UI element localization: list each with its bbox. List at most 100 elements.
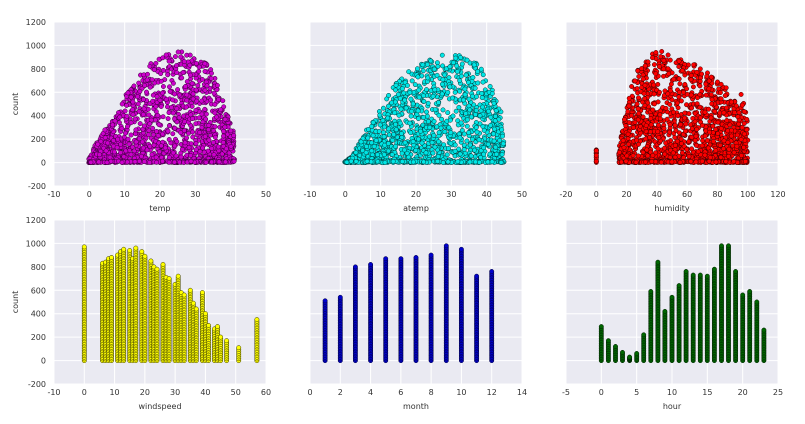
data-point — [723, 159, 729, 164]
data-point — [448, 140, 454, 146]
data-point — [485, 159, 491, 165]
x-axis-label: atemp — [403, 204, 429, 213]
data-point — [175, 49, 181, 55]
data-point — [167, 84, 172, 90]
data-point — [452, 89, 458, 95]
data-point — [231, 133, 237, 138]
data-point — [690, 84, 696, 90]
data-point — [688, 92, 694, 98]
data-point — [418, 128, 424, 134]
y-axis-label: count — [11, 93, 20, 116]
data-point — [454, 69, 460, 75]
data-point — [145, 71, 150, 77]
data-point — [132, 159, 138, 165]
x-tick-label: 20 — [411, 190, 421, 199]
data-point — [151, 67, 157, 73]
data-point — [694, 126, 700, 132]
data-point — [202, 134, 208, 140]
data-point — [487, 83, 493, 89]
data-point — [467, 142, 473, 148]
data-point — [640, 72, 646, 78]
data-point — [174, 106, 180, 112]
data-point — [223, 159, 228, 165]
data-point — [402, 147, 407, 153]
data-point — [96, 159, 102, 165]
data-point — [644, 147, 650, 153]
data-point — [681, 155, 687, 161]
data-point — [111, 149, 117, 155]
data-point — [626, 103, 632, 109]
data-point — [635, 106, 641, 112]
data-point — [680, 89, 686, 95]
data-point — [700, 138, 706, 144]
data-point — [415, 136, 421, 142]
data-point — [409, 78, 415, 84]
data-point — [706, 86, 712, 92]
y-tick-label: 0 — [41, 357, 46, 366]
data-point — [393, 82, 399, 88]
data-point — [673, 128, 679, 133]
data-point — [640, 76, 646, 82]
data-point — [656, 122, 661, 128]
data-point — [382, 160, 388, 165]
data-point — [138, 153, 144, 159]
data-point — [678, 98, 684, 104]
data-point — [699, 122, 705, 128]
data-point — [708, 74, 714, 80]
data-point — [407, 120, 413, 126]
data-point — [391, 131, 397, 137]
data-point — [115, 136, 121, 142]
data-point — [128, 132, 134, 138]
data-point — [425, 75, 431, 81]
data-point — [436, 139, 442, 145]
data-point — [206, 127, 211, 133]
data-point — [353, 150, 359, 155]
data-point — [136, 108, 142, 114]
data-point — [128, 151, 134, 157]
data-point — [210, 139, 216, 145]
data-point — [686, 111, 692, 117]
data-point — [209, 159, 215, 165]
data-point — [419, 140, 425, 146]
data-point — [403, 105, 409, 111]
data-point — [202, 87, 208, 93]
data-point — [626, 120, 632, 126]
data-point — [211, 152, 217, 158]
data-point — [695, 149, 701, 155]
data-point — [170, 110, 176, 116]
data-point — [441, 142, 447, 148]
data-point — [184, 52, 190, 58]
data-point — [209, 146, 215, 151]
data-point — [118, 141, 124, 147]
data-point — [650, 55, 655, 61]
data-point — [706, 158, 712, 164]
data-point — [661, 58, 667, 64]
data-point — [635, 117, 641, 123]
data-point — [709, 101, 715, 107]
data-point — [218, 107, 224, 113]
data-point — [671, 76, 677, 82]
data-point — [189, 80, 195, 86]
data-point — [435, 63, 441, 69]
data-point — [370, 133, 376, 138]
data-point — [462, 86, 468, 92]
data-point — [744, 127, 750, 133]
data-point — [477, 113, 483, 119]
data-point — [658, 54, 664, 60]
x-tick-label: 50 — [517, 190, 527, 199]
data-point — [154, 159, 159, 165]
data-point — [672, 142, 678, 148]
data-point — [734, 143, 740, 149]
data-point — [172, 116, 178, 122]
data-point — [636, 95, 641, 101]
data-point — [122, 130, 128, 136]
data-point — [152, 117, 158, 123]
data-point — [137, 121, 143, 127]
data-points — [593, 49, 751, 166]
data-point — [97, 152, 103, 158]
data-point — [635, 153, 641, 159]
data-point — [723, 85, 729, 91]
data-point — [88, 159, 94, 165]
data-point — [428, 58, 434, 64]
data-point — [184, 92, 190, 98]
